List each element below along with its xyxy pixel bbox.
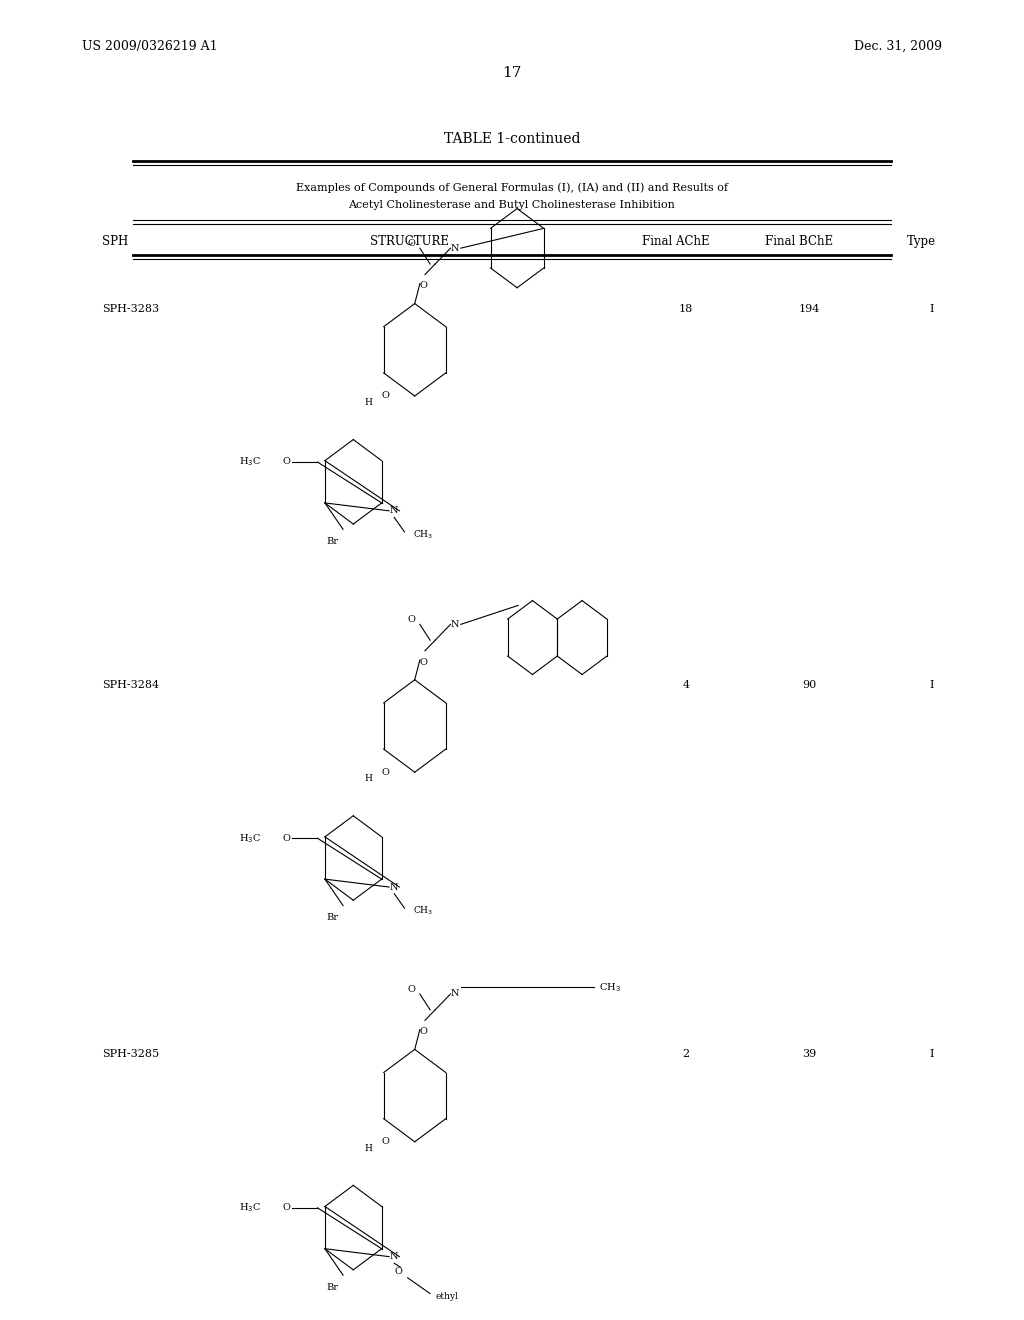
Text: TABLE 1-continued: TABLE 1-continued xyxy=(443,132,581,145)
Text: 17: 17 xyxy=(503,66,521,79)
Text: N: N xyxy=(451,244,459,252)
Text: H: H xyxy=(365,775,373,783)
Text: SPH-3283: SPH-3283 xyxy=(102,304,160,314)
Text: 2: 2 xyxy=(683,1049,689,1060)
Text: N: N xyxy=(390,1253,398,1261)
Text: H: H xyxy=(365,399,373,407)
Text: Br: Br xyxy=(327,913,339,923)
Text: Final AChE: Final AChE xyxy=(642,235,710,248)
Text: 4: 4 xyxy=(683,680,689,690)
Text: O: O xyxy=(283,458,291,466)
Text: O: O xyxy=(283,834,291,842)
Text: O: O xyxy=(381,392,389,400)
Text: O: O xyxy=(420,281,428,290)
Text: O: O xyxy=(381,1138,389,1146)
Text: CH$_3$: CH$_3$ xyxy=(413,904,433,917)
Text: SPH-3285: SPH-3285 xyxy=(102,1049,160,1060)
Text: 90: 90 xyxy=(802,680,816,690)
Text: CH$_3$: CH$_3$ xyxy=(599,981,621,994)
Text: CH$_3$: CH$_3$ xyxy=(413,528,433,541)
Text: O: O xyxy=(408,239,416,248)
Text: I: I xyxy=(930,304,934,314)
Text: I: I xyxy=(930,680,934,690)
Text: H$_3$C: H$_3$C xyxy=(239,455,261,469)
Text: N: N xyxy=(390,507,398,515)
Text: SPH-3284: SPH-3284 xyxy=(102,680,160,690)
Text: SPH: SPH xyxy=(102,235,129,248)
Text: 39: 39 xyxy=(802,1049,816,1060)
Text: O: O xyxy=(408,985,416,994)
Text: 194: 194 xyxy=(799,304,819,314)
Text: H$_3$C: H$_3$C xyxy=(239,1201,261,1214)
Text: N: N xyxy=(451,620,459,628)
Text: ethyl: ethyl xyxy=(435,1292,458,1300)
Text: Examples of Compounds of General Formulas (I), (IA) and (II) and Results of: Examples of Compounds of General Formula… xyxy=(296,182,728,193)
Text: STRUCTURE: STRUCTURE xyxy=(370,235,450,248)
Text: N: N xyxy=(451,990,459,998)
Text: N: N xyxy=(390,883,398,891)
Text: 18: 18 xyxy=(679,304,693,314)
Text: O: O xyxy=(408,615,416,624)
Text: Dec. 31, 2009: Dec. 31, 2009 xyxy=(854,40,942,53)
Text: O: O xyxy=(283,1204,291,1212)
Text: Br: Br xyxy=(327,537,339,546)
Text: I: I xyxy=(930,1049,934,1060)
Text: O: O xyxy=(420,657,428,667)
Text: H$_3$C: H$_3$C xyxy=(239,832,261,845)
Text: US 2009/0326219 A1: US 2009/0326219 A1 xyxy=(82,40,217,53)
Text: O: O xyxy=(394,1267,402,1276)
Text: Br: Br xyxy=(327,1283,339,1292)
Text: Type: Type xyxy=(907,235,936,248)
Text: H: H xyxy=(365,1144,373,1152)
Text: Final BChE: Final BChE xyxy=(765,235,833,248)
Text: O: O xyxy=(381,768,389,776)
Text: Acetyl Cholinesterase and Butyl Cholinesterase Inhibition: Acetyl Cholinesterase and Butyl Cholines… xyxy=(348,199,676,210)
Text: O: O xyxy=(420,1027,428,1036)
